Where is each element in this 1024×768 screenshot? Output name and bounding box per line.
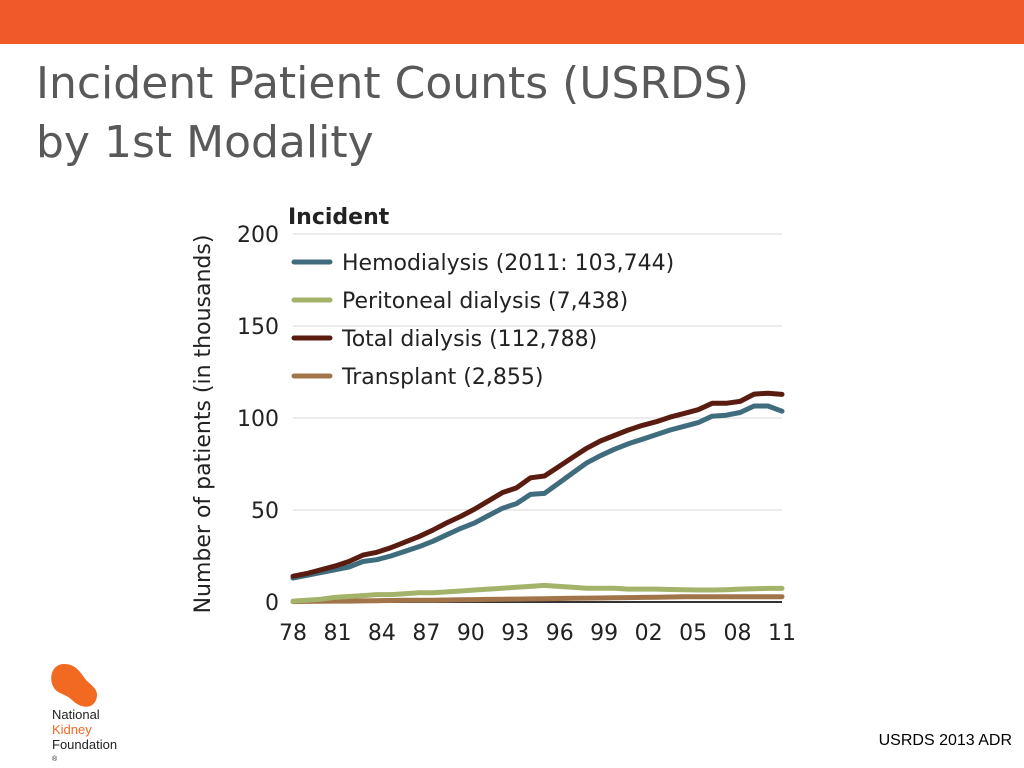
legend-label: Peritoneal dialysis (7,438)	[342, 289, 628, 314]
series-line-0	[290, 403, 785, 581]
series-line-3	[290, 594, 785, 605]
accent-bar	[0, 0, 1024, 44]
x-tick-label: 05	[679, 621, 707, 646]
x-tick-label: 78	[279, 621, 307, 646]
y-tick-label: 200	[237, 223, 279, 248]
source-citation: USRDS 2013 ADR	[878, 732, 1012, 749]
series-line-1	[290, 582, 785, 604]
legend-label: Total dialysis (112,788)	[341, 327, 597, 352]
incident-line-chart: 0 50 100 150 200 78 81 84 87 90 93 96 99 02 05 08 11 Numb…	[191, 205, 796, 646]
x-tick-label: 93	[501, 621, 529, 646]
registered-mark: ®	[52, 756, 58, 763]
x-tick-label: 08	[724, 621, 752, 646]
legend-label: Hemodialysis (2011: 103,744)	[342, 251, 674, 276]
logo-line-foundation: Foundation ®	[52, 737, 162, 767]
kidney-shape-icon	[51, 664, 98, 707]
logo-line-national: National	[52, 707, 100, 722]
chart-title: Incident	[288, 205, 390, 230]
x-tick-label: 99	[590, 621, 618, 646]
logo-text: National Kidney Foundation ®	[52, 707, 162, 767]
logo-line-kidney: Kidney	[52, 722, 92, 737]
y-tick-label: 100	[237, 407, 279, 432]
y-tick-label: 50	[251, 499, 279, 524]
series-line-2	[290, 390, 785, 579]
x-tick-label: 90	[457, 621, 485, 646]
x-tick-label: 87	[412, 621, 440, 646]
legend-label: Transplant (2,855)	[341, 365, 543, 390]
y-tick-label: 150	[237, 315, 279, 340]
x-tick-label: 96	[546, 621, 574, 646]
y-axis-label: Number of patients (in thousands)	[191, 235, 216, 614]
slide-title-line-1: Incident Patient Counts (USRDS)	[36, 58, 750, 109]
y-tick-label: 0	[265, 591, 279, 616]
logo-foundation-word: Foundation	[52, 737, 118, 752]
x-tick-label: 84	[368, 621, 396, 646]
x-tick-label: 02	[635, 621, 663, 646]
kidney-logo-icon	[51, 664, 98, 707]
x-tick-label: 11	[768, 621, 796, 646]
slide-title-line-2: by 1st Modality	[36, 117, 374, 168]
slide-title: Incident Patient Counts (USRDS) by 1st M…	[36, 54, 936, 172]
x-tick-label: 81	[323, 621, 351, 646]
